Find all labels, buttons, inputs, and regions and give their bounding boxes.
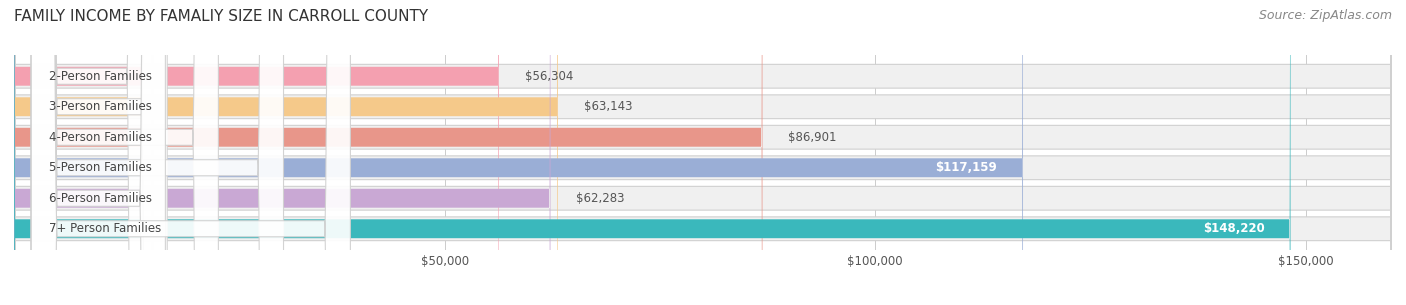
Text: $56,304: $56,304 xyxy=(524,70,574,83)
FancyBboxPatch shape xyxy=(31,0,166,305)
Text: $62,283: $62,283 xyxy=(576,192,624,205)
FancyBboxPatch shape xyxy=(31,0,350,305)
FancyBboxPatch shape xyxy=(14,0,1392,305)
FancyBboxPatch shape xyxy=(14,0,1392,305)
FancyBboxPatch shape xyxy=(14,0,1392,305)
FancyBboxPatch shape xyxy=(31,0,152,305)
FancyBboxPatch shape xyxy=(31,0,167,305)
FancyBboxPatch shape xyxy=(14,0,1024,305)
FancyBboxPatch shape xyxy=(31,0,218,305)
Text: $148,220: $148,220 xyxy=(1204,222,1264,235)
Text: 5-Person Families: 5-Person Families xyxy=(48,161,152,174)
Text: $63,143: $63,143 xyxy=(583,100,633,113)
Text: Source: ZipAtlas.com: Source: ZipAtlas.com xyxy=(1258,9,1392,22)
FancyBboxPatch shape xyxy=(14,0,1291,305)
FancyBboxPatch shape xyxy=(14,0,1392,305)
FancyBboxPatch shape xyxy=(31,0,284,305)
Text: $86,901: $86,901 xyxy=(789,131,837,144)
FancyBboxPatch shape xyxy=(14,0,762,305)
Text: 2-Person Families: 2-Person Families xyxy=(48,70,152,83)
Text: 4-Person Families: 4-Person Families xyxy=(48,131,152,144)
FancyBboxPatch shape xyxy=(14,0,499,305)
FancyBboxPatch shape xyxy=(14,0,550,305)
Text: 6-Person Families: 6-Person Families xyxy=(48,192,152,205)
Text: 3-Person Families: 3-Person Families xyxy=(48,100,152,113)
Text: 7+ Person Families: 7+ Person Families xyxy=(48,222,160,235)
Text: $117,159: $117,159 xyxy=(935,161,997,174)
FancyBboxPatch shape xyxy=(14,0,1392,305)
FancyBboxPatch shape xyxy=(14,0,1392,305)
Text: FAMILY INCOME BY FAMALIY SIZE IN CARROLL COUNTY: FAMILY INCOME BY FAMALIY SIZE IN CARROLL… xyxy=(14,9,429,24)
FancyBboxPatch shape xyxy=(14,0,558,305)
